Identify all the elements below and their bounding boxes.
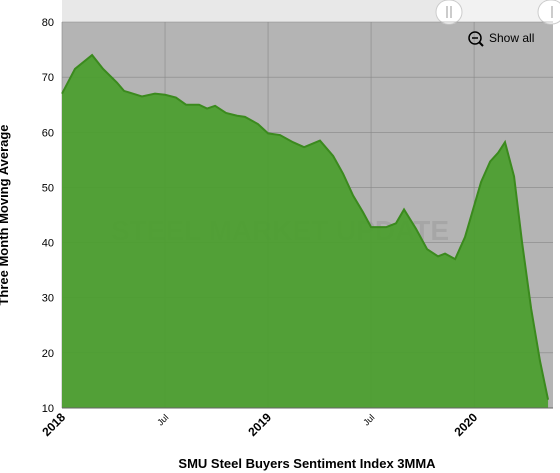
y-tick-label: 60 — [42, 127, 54, 139]
zoom-icon — [478, 41, 484, 47]
zoom-slider[interactable] — [446, 0, 550, 22]
y-axis-title: Three Month Moving Average — [0, 124, 11, 305]
x-axis-title: SMU Steel Buyers Sentiment Index 3MMA — [178, 456, 436, 471]
y-tick-label: 80 — [42, 17, 54, 29]
y-tick-label: 20 — [42, 348, 54, 360]
x-tick-label: 2020 — [451, 410, 480, 439]
area — [62, 55, 549, 408]
y-tick-label: 70 — [42, 72, 54, 84]
zoom-icon — [468, 31, 482, 45]
x-tick-label: Jul — [361, 412, 376, 427]
x-tick-label: 2019 — [245, 410, 274, 439]
zoom-band — [62, 0, 553, 22]
y-tick-label: 50 — [42, 182, 54, 194]
show-all-label[interactable]: Show all — [489, 31, 534, 45]
y-tick-label: 40 — [42, 238, 54, 250]
x-tick-label: Jul — [155, 412, 170, 427]
y-tick-label: 30 — [42, 293, 54, 305]
plot: 10203040506070802018Jul2019Jul2020STEEL … — [39, 17, 553, 439]
y-tick-label: 10 — [42, 403, 54, 415]
slider-handle[interactable] — [537, 0, 560, 25]
slider-handle[interactable] — [435, 0, 463, 25]
line — [61, 53, 550, 400]
show-all-button[interactable]: Show all — [468, 31, 534, 47]
